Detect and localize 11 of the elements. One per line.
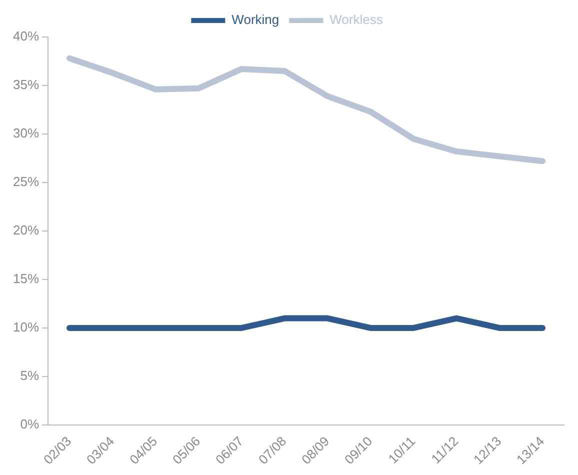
y-tick-label: 15% xyxy=(12,271,40,286)
y-tick-label: 10% xyxy=(12,320,40,335)
y-tick-label: 25% xyxy=(12,174,40,190)
y-tick-label: 0% xyxy=(20,416,40,432)
legend-label: Working xyxy=(232,12,280,28)
legend-label: Workless xyxy=(330,12,384,28)
y-tick-label: 35% xyxy=(12,77,40,92)
y-tick-label: 5% xyxy=(20,368,40,384)
y-tick-label: 30% xyxy=(12,126,40,141)
y-tick-label: 20% xyxy=(12,222,40,238)
y-tick-label: 40% xyxy=(12,28,40,44)
